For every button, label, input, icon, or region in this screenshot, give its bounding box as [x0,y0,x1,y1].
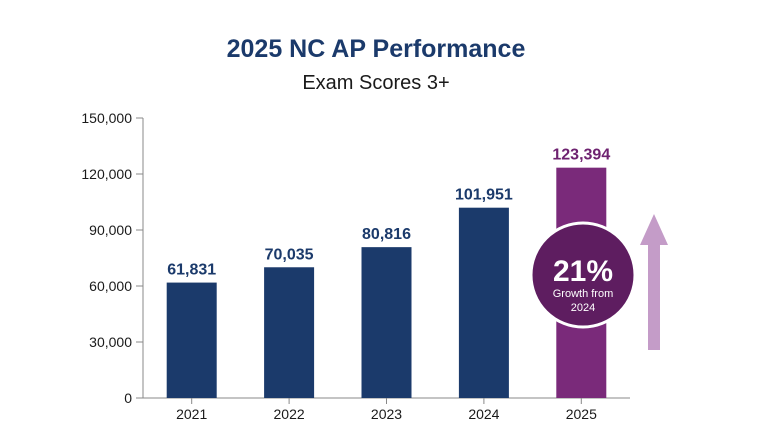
up-arrow-shaft [648,243,660,350]
y-tick-label: 60,000 [89,278,132,294]
chart-title: 2025 NC AP Performance [227,35,526,63]
data-label-2021: 61,831 [167,262,216,279]
data-labels: 61,831 70,035 80,816 101,951 123,394 [167,147,610,279]
x-tick-label-2021: 2021 [176,406,207,422]
chart-subtitle: Exam Scores 3+ [302,72,449,94]
growth-percent: 21% [553,255,613,288]
growth-badge: 21% Growth from 2024 [529,221,637,329]
bar-2023 [361,247,412,398]
x-tick-label-2023: 2023 [371,406,402,422]
growth-caption-line1: Growth from [553,288,614,300]
data-label-2022: 70,035 [265,246,314,263]
up-arrow-head [640,214,668,245]
x-tick-label-2024: 2024 [468,406,499,422]
y-tick-label: 90,000 [89,222,132,238]
up-arrow-icon [640,214,668,350]
x-axis: 2021 2022 2023 2024 2025 [143,397,630,422]
data-label-2025: 123,394 [552,147,610,164]
bars [166,167,607,398]
bar-2021 [166,282,217,398]
data-label-2023: 80,816 [362,226,411,243]
x-tick-label-2022: 2022 [274,406,305,422]
y-tick-label: 30,000 [89,334,132,350]
y-tick-label: 120,000 [81,166,132,182]
data-label-2024: 101,951 [455,187,513,204]
bar-2022 [264,267,315,398]
y-axis: 0 30,000 60,000 90,000 120,000 150,000 [81,110,144,406]
y-tick-label: 150,000 [81,110,132,126]
bar-2024 [458,207,509,398]
y-tick-label: 0 [124,390,132,406]
x-tick-label-2025: 2025 [566,406,597,422]
growth-badge-circle [529,221,637,329]
growth-caption-line2: 2024 [571,302,595,314]
